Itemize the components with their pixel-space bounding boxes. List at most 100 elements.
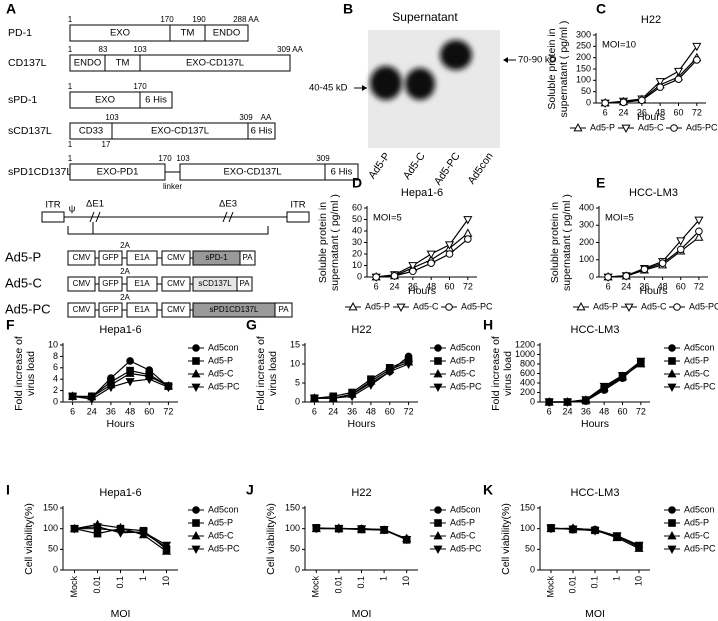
break-mark xyxy=(89,211,95,223)
domain-box xyxy=(247,122,276,140)
y-tick-label: 250 xyxy=(576,41,591,51)
data-point xyxy=(638,96,646,105)
series-line xyxy=(608,230,700,278)
y-tick-label: 100 xyxy=(285,523,300,533)
x-tick-label: 36 xyxy=(106,406,116,416)
x-tick-label: 24 xyxy=(621,281,631,291)
x-tick-label: 0.01 xyxy=(567,576,577,594)
element-box xyxy=(161,276,191,292)
x-tick-label: 1 xyxy=(138,576,148,581)
y-tick-label: 10 xyxy=(352,260,362,270)
data-point xyxy=(408,262,418,271)
data-point xyxy=(640,265,649,274)
x-tick-label: 0.1 xyxy=(356,576,366,589)
data-point xyxy=(463,216,473,225)
element-label: CMV xyxy=(167,253,185,262)
x-tick-label: 36 xyxy=(408,281,418,291)
legend-label: Ad5-C xyxy=(450,368,476,378)
data-point xyxy=(115,529,126,538)
position-label: 170 xyxy=(160,15,174,24)
data-point xyxy=(372,273,380,281)
x-tick-label: 72 xyxy=(163,406,173,416)
panel-label: E xyxy=(596,175,605,191)
data-point xyxy=(544,398,554,407)
annotation: MOI=5 xyxy=(373,213,402,224)
lane-label: Ad5-P xyxy=(366,150,393,181)
legend-marker xyxy=(573,123,583,132)
element-label: E1A xyxy=(134,253,150,262)
x-tick-label: 36 xyxy=(581,406,591,416)
y-tick-label: 800 xyxy=(520,358,535,368)
data-point xyxy=(617,372,628,381)
chart-title: Hepa1-6 xyxy=(99,487,141,499)
position-label: AA xyxy=(261,113,272,122)
data-point xyxy=(125,368,135,377)
element-label: CMV xyxy=(73,279,91,288)
y-tick-label: 0 xyxy=(530,396,535,406)
y-tick-label: 200 xyxy=(520,387,535,397)
y-tick-label: 100 xyxy=(520,523,535,533)
position-label: 1 xyxy=(68,154,73,163)
position-label: 1 xyxy=(68,15,73,24)
linker-label: linker xyxy=(163,182,182,191)
legend-marker xyxy=(191,369,201,378)
legend-marker xyxy=(433,369,443,378)
data-point xyxy=(673,67,684,77)
x-tick-label: 24 xyxy=(389,281,399,291)
y-axis-label: supernatant ( pg/ml ) xyxy=(329,194,341,291)
legend-label: Ad5-C xyxy=(413,301,439,311)
panel-label: F xyxy=(6,317,15,333)
x-axis-label: MOI xyxy=(352,608,372,620)
data-point xyxy=(604,273,612,281)
data-point xyxy=(599,382,609,392)
y-tick-label: 0 xyxy=(53,564,58,574)
legend-label: Ad5-PC xyxy=(684,381,716,391)
element-label: CMV xyxy=(73,305,91,314)
position-label: 309 AA xyxy=(277,45,303,54)
legend-label: Ad5-C xyxy=(450,530,476,540)
legend-label: Ad5-P xyxy=(208,355,233,365)
legend-marker xyxy=(433,383,443,392)
data-point xyxy=(655,78,665,87)
data-point xyxy=(106,383,116,393)
series-line xyxy=(376,219,469,278)
chart-title: Hepa1-6 xyxy=(401,187,443,199)
legend-label: Ad5-C xyxy=(684,530,710,540)
chart-title: HCC-LM3 xyxy=(571,487,620,499)
y-axis-label: Soluble protein in xyxy=(546,28,558,109)
x-tick-label: 0.01 xyxy=(333,576,343,594)
break-mark xyxy=(228,211,234,223)
y-tick-label: 50 xyxy=(48,544,58,554)
element-label: E1A xyxy=(134,279,150,288)
band xyxy=(440,40,472,70)
data-point xyxy=(590,527,600,536)
x-tick-label: 6 xyxy=(70,406,75,416)
y-tick-label: 10 xyxy=(48,339,58,349)
series-line xyxy=(608,236,700,278)
legend-label: Ad5-C xyxy=(208,530,234,540)
data-point xyxy=(402,536,412,545)
data-point xyxy=(356,525,367,534)
data-point xyxy=(568,525,578,535)
x-tick-label: 10 xyxy=(633,576,643,586)
y-axis-label: supernatant ( pg/ml ) xyxy=(558,21,570,118)
x-tick-label: 36 xyxy=(637,107,647,117)
x-tick-label: 48 xyxy=(125,406,135,416)
domain-label: EXO-CD137L xyxy=(151,126,209,137)
element-box xyxy=(98,276,123,292)
series-line xyxy=(605,59,698,104)
legend-marker xyxy=(667,383,677,392)
legend-label: Ad5-P xyxy=(684,517,709,527)
junction-label: 2A xyxy=(120,241,130,250)
data-point xyxy=(601,99,609,107)
data-point xyxy=(426,250,436,259)
position-label: 1 xyxy=(68,140,73,149)
element-box xyxy=(239,250,256,266)
element-label: PA xyxy=(239,279,250,288)
domain-label: 6 His xyxy=(251,126,273,137)
y-tick-label: 60 xyxy=(352,202,362,212)
y-tick-label: 0 xyxy=(295,396,300,406)
legend-marker xyxy=(668,506,676,514)
domain-label: 6 His xyxy=(145,95,167,106)
data-point xyxy=(92,523,103,532)
